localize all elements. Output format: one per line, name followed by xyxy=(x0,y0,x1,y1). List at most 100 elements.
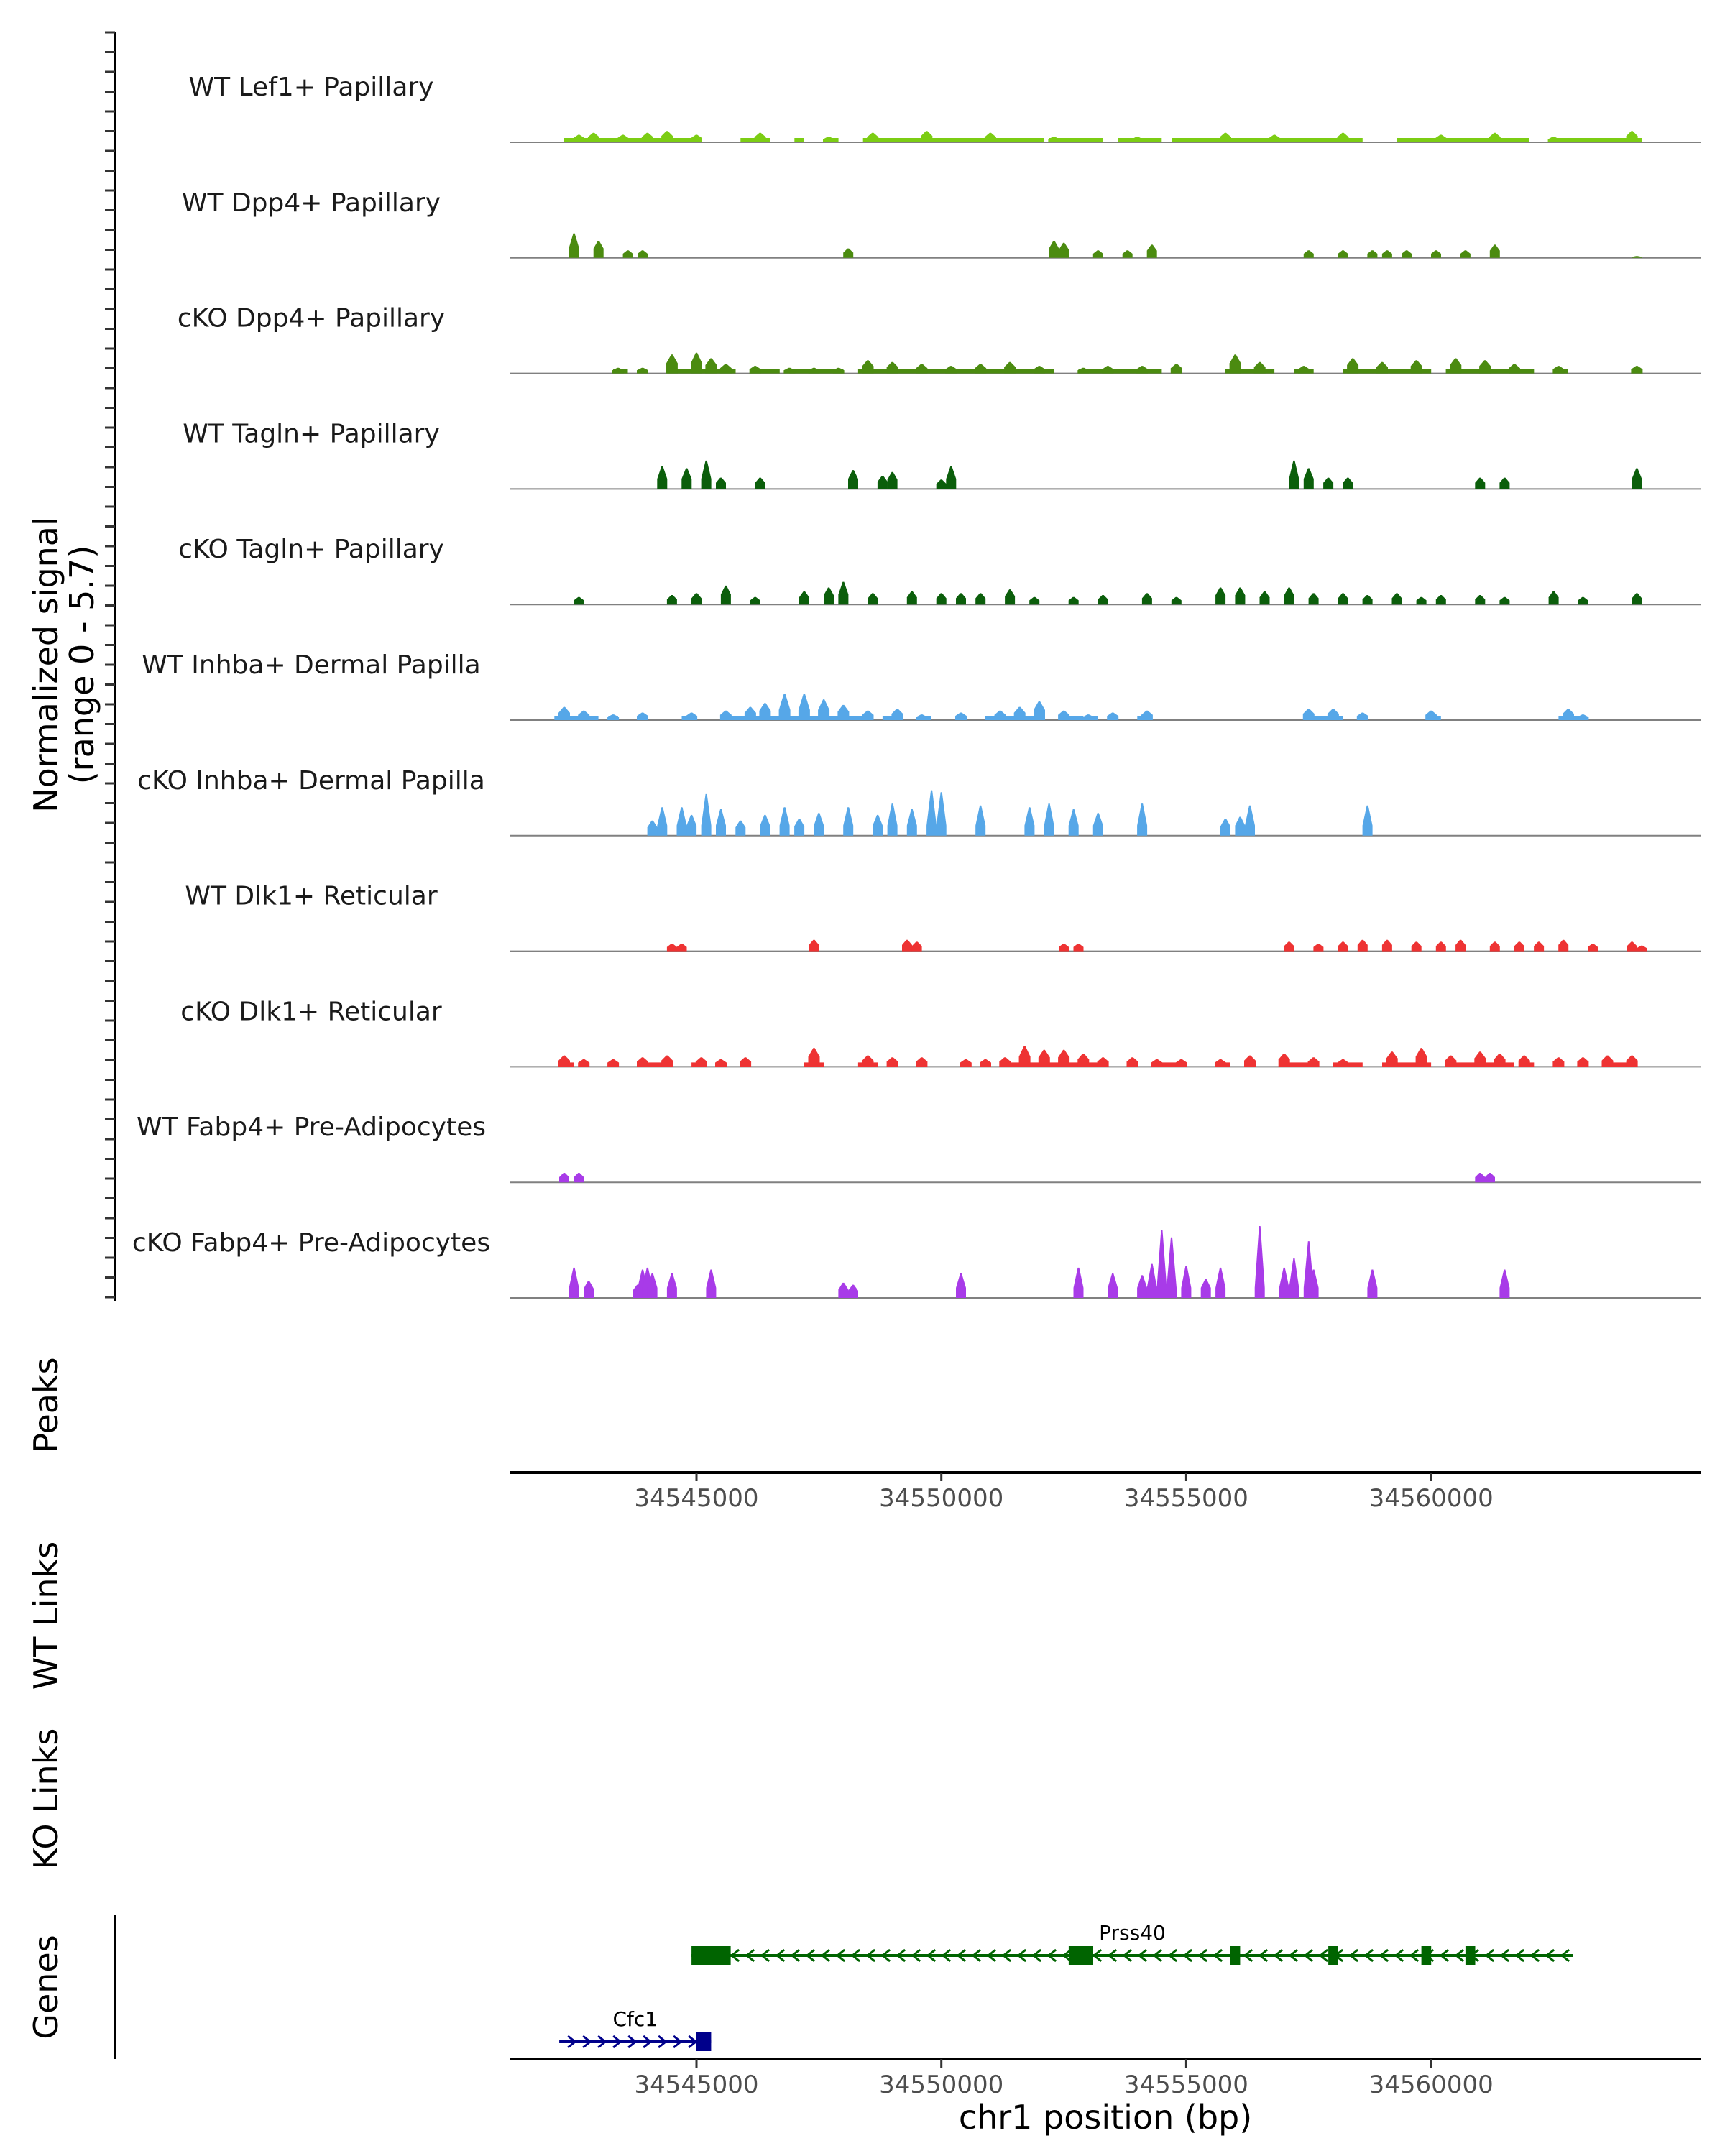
signal-peak xyxy=(1220,819,1230,836)
signal-peak xyxy=(1269,134,1281,142)
signal-peak xyxy=(1038,1049,1050,1067)
signal-peak xyxy=(1073,944,1084,952)
exon xyxy=(696,2032,712,2051)
signal-peak xyxy=(1029,596,1040,605)
strand-arrow xyxy=(1046,1948,1057,1963)
signal-peak xyxy=(641,132,653,142)
signal-peak xyxy=(1416,596,1427,605)
strand-arrow xyxy=(627,2035,638,2049)
signal-peak xyxy=(778,694,791,720)
track-label: cKO Tagln+ Papillary xyxy=(178,535,444,564)
signal-peak xyxy=(701,793,712,836)
signal-peak xyxy=(1578,596,1588,605)
signal-peak xyxy=(1323,477,1334,489)
strand-arrow xyxy=(805,1948,816,1963)
genes-panel-title: Genes xyxy=(27,1935,65,2039)
signal-peak xyxy=(886,1057,898,1067)
signal-peak xyxy=(1632,256,1642,258)
signal-peak xyxy=(706,1269,717,1298)
x-axis-top: 34545000 34550000 34555000 34560000 xyxy=(634,1473,1494,1513)
strand-arrow xyxy=(896,1948,906,1963)
signal-peak xyxy=(873,814,883,836)
signal-peak xyxy=(749,366,761,374)
strand-arrow xyxy=(1092,1948,1103,1963)
strand-arrow xyxy=(1031,1948,1042,1963)
signal-peak xyxy=(1131,137,1144,142)
signal-peak xyxy=(715,1059,727,1067)
signal-peak xyxy=(1499,477,1510,489)
strand-arrow xyxy=(1499,1948,1510,1963)
signal-peak xyxy=(906,809,917,836)
strand-arrow xyxy=(1001,1948,1012,1963)
track: WT Lef1+ Papillary xyxy=(189,73,1701,143)
track: WT Inhba+ Dermal Papilla xyxy=(142,650,1701,721)
signal-peak xyxy=(843,807,854,836)
strand-arrow xyxy=(1213,1948,1223,1963)
signal-peak xyxy=(1367,250,1378,258)
gene-model: Prss40 xyxy=(691,1921,1573,1965)
signal-peak xyxy=(862,360,874,374)
signal-peak xyxy=(906,591,917,605)
signal-peak xyxy=(1415,1048,1427,1067)
signal-peak xyxy=(1479,360,1491,374)
strand-arrow xyxy=(1243,1948,1254,1963)
signal-peak xyxy=(607,714,620,720)
signal-peak xyxy=(1577,714,1589,720)
signal-background xyxy=(1078,369,1162,374)
signal-peak xyxy=(1220,132,1231,142)
signal-peak xyxy=(691,134,702,142)
signal-peak xyxy=(750,596,760,605)
signal-peak xyxy=(1141,593,1152,605)
signal-peak xyxy=(1627,941,1637,952)
signal-peak xyxy=(921,131,933,142)
track-label: WT Tagln+ Papillary xyxy=(183,419,440,448)
signal-peak xyxy=(754,132,766,142)
signal-peak xyxy=(1425,710,1438,720)
signal-background xyxy=(882,716,898,720)
signal-background xyxy=(1049,138,1103,142)
signal-peak xyxy=(695,1057,707,1067)
signal-peak xyxy=(955,712,967,720)
signal-peak xyxy=(1126,1057,1138,1067)
signal-peak xyxy=(1588,944,1598,952)
signal-peak xyxy=(716,477,726,489)
signal-peak xyxy=(574,1173,584,1183)
signal-peak xyxy=(1058,710,1070,720)
signal-peak xyxy=(666,1273,677,1298)
strand-arrow xyxy=(582,2035,592,2049)
signal-peak xyxy=(1435,595,1446,605)
signal-peak xyxy=(1151,1059,1163,1067)
signal-peak xyxy=(891,709,903,720)
signal-background xyxy=(1279,1062,1319,1067)
signal-peak xyxy=(1337,1059,1349,1067)
signal-background xyxy=(1304,716,1343,720)
strand-arrow xyxy=(760,1948,770,1963)
signal-peak xyxy=(617,134,629,142)
signal-peak xyxy=(848,470,858,489)
signal-peak xyxy=(1279,1267,1289,1298)
signal-peak xyxy=(1558,939,1569,952)
strand-arrow xyxy=(643,2035,653,2049)
track: cKO Dlk1+ Reticular xyxy=(180,997,1701,1068)
signal-peak xyxy=(657,807,668,836)
signal-peak xyxy=(686,712,698,720)
signal-peak xyxy=(1356,712,1368,720)
strand-arrow xyxy=(1182,1948,1193,1963)
signal-peak xyxy=(1338,250,1348,258)
signal-peak xyxy=(1475,477,1486,489)
signal-peak xyxy=(1392,593,1402,605)
signal-peak xyxy=(1313,944,1324,952)
strand-arrow xyxy=(986,1948,997,1963)
strand-arrow xyxy=(1152,1948,1163,1963)
signal-peak xyxy=(823,137,834,142)
signal-peak xyxy=(1307,1057,1320,1067)
signal-peak xyxy=(1308,593,1319,605)
signal-peak xyxy=(1489,244,1500,258)
strand-arrow xyxy=(880,1948,891,1963)
signal-peak xyxy=(1170,364,1182,374)
signal-peak xyxy=(701,460,712,489)
signal-peak xyxy=(1577,1057,1589,1067)
signal-peak xyxy=(1547,137,1560,142)
signal-peak xyxy=(1347,358,1359,374)
signal-peak xyxy=(686,814,697,836)
